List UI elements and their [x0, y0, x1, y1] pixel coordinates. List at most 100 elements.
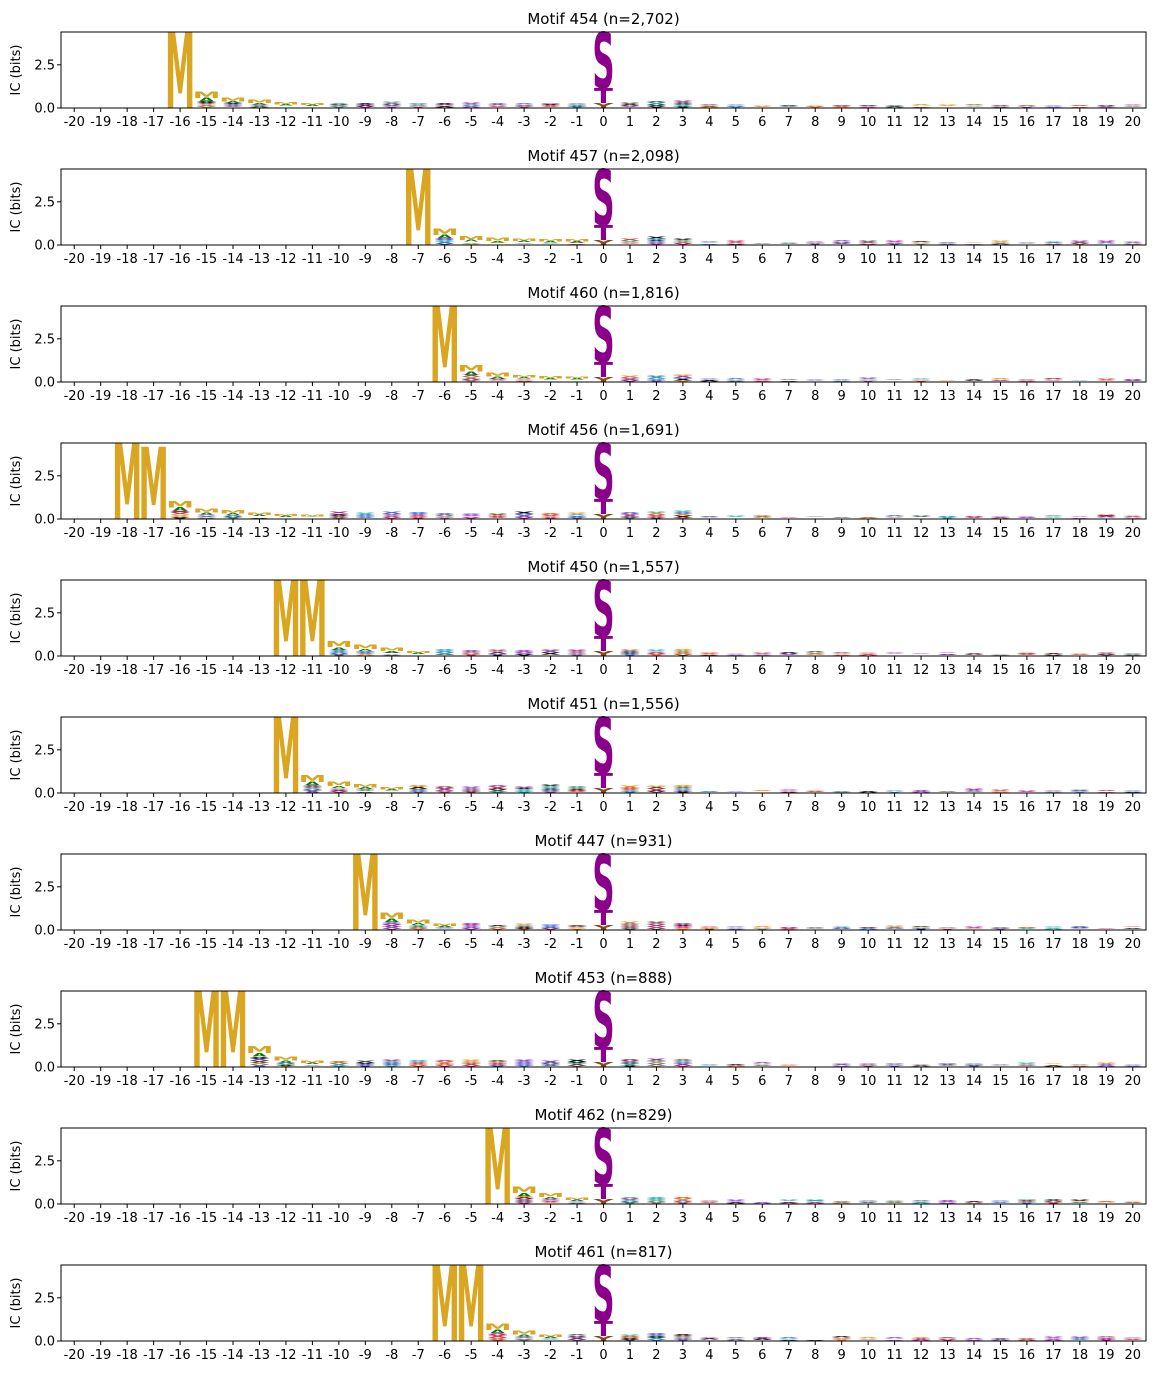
logo-letter: X: [566, 1339, 587, 1341]
svg-text:X: X: [381, 102, 402, 104]
logo-letter: X: [1043, 653, 1064, 654]
logo-letter-M: M: [193, 90, 221, 100]
logo-letter-Y: Y: [592, 786, 614, 794]
svg-text:X: X: [1016, 517, 1037, 518]
svg-text:X: X: [672, 1065, 693, 1067]
svg-text:X: X: [566, 1201, 587, 1202]
svg-text:X: X: [699, 1337, 720, 1338]
svg-text:X: X: [646, 517, 667, 520]
svg-text:X: X: [857, 1201, 878, 1202]
x-tick-label: -6: [438, 663, 451, 678]
logo-letter: X: [408, 512, 429, 515]
logo-letter: X: [381, 513, 402, 515]
logo-letter: X: [196, 514, 217, 516]
svg-text:X: X: [540, 652, 561, 655]
svg-text:X: X: [1043, 106, 1064, 107]
logo-letter: X: [1069, 653, 1090, 654]
svg-text:X: X: [725, 1063, 746, 1064]
svg-text:X: X: [1016, 928, 1037, 930]
svg-text:X: X: [752, 926, 773, 928]
x-tick-label: -9: [359, 663, 372, 678]
logo-letter: X: [1122, 1337, 1143, 1338]
svg-text:X: X: [487, 924, 508, 925]
logo-letter: X: [566, 786, 587, 789]
logo-letter: X: [937, 243, 958, 244]
logo-letter: X: [1069, 518, 1090, 519]
logo-letter: X: [884, 1201, 905, 1202]
logo-letter-T: T: [594, 222, 613, 245]
svg-text:X: X: [778, 517, 799, 518]
svg-text:X: X: [831, 517, 852, 518]
svg-text:X: X: [672, 790, 693, 792]
logo-letter: X: [513, 513, 534, 515]
x-tick-label: 14: [966, 115, 983, 130]
logo-letter: X: [328, 1065, 349, 1068]
x-tick-label: -14: [222, 1348, 243, 1363]
x-tick-label: -16: [169, 1211, 190, 1226]
svg-text:X: X: [646, 1061, 667, 1064]
svg-text:X: X: [1016, 1199, 1037, 1200]
svg-text:X: X: [169, 510, 190, 512]
x-tick-label: -5: [465, 115, 478, 130]
logo-letter: X: [1096, 792, 1117, 793]
x-tick-label: 18: [1072, 1074, 1089, 1089]
logo-letter: X: [805, 241, 826, 242]
x-tick-label: 10: [860, 252, 877, 267]
svg-text:X: X: [937, 1063, 958, 1065]
logo-letter: X: [672, 790, 693, 792]
svg-text:X: X: [937, 653, 958, 654]
x-tick-label: 19: [1098, 1074, 1115, 1089]
x-tick-label: -8: [385, 1211, 398, 1226]
logo-plot-area: XXXXXAMXXXXXAMXXXXAMAMXXXXXXXXXXXXXXXXXX…: [271, 561, 1144, 682]
logo-letter: X: [513, 379, 534, 380]
logo-letter: X: [831, 105, 852, 106]
logo-letter: X: [487, 103, 508, 105]
svg-text:X: X: [328, 517, 349, 520]
logo-letter: X: [461, 514, 482, 517]
logo-letter: X: [434, 1061, 455, 1064]
x-tick-label: -20: [64, 526, 85, 541]
svg-text:A: A: [332, 647, 347, 651]
logo-letter: X: [672, 103, 693, 106]
x-tick-label: 11: [886, 115, 903, 130]
svg-text:X: X: [831, 1064, 852, 1066]
logo-letter: X: [884, 379, 905, 380]
logo-letter: X: [566, 788, 587, 790]
panel-title: Motif 450 (n=1,557): [527, 558, 679, 576]
x-tick-label: 4: [705, 663, 713, 678]
svg-text:X: X: [513, 1062, 534, 1065]
logo-letter-M: M: [510, 238, 538, 242]
y-tick-label: 0.0: [34, 787, 55, 802]
logo-letter: X: [408, 514, 429, 516]
svg-text:Y: Y: [592, 649, 614, 657]
logo-letter: X: [963, 791, 984, 792]
logo-letter: X: [646, 106, 667, 108]
svg-text:X: X: [461, 650, 482, 652]
svg-text:S: S: [592, 1113, 614, 1202]
svg-text:X: X: [408, 1065, 429, 1067]
svg-text:X: X: [699, 380, 720, 381]
svg-text:X: X: [778, 104, 799, 105]
x-tick-label: -13: [249, 663, 270, 678]
svg-text:X: X: [884, 241, 905, 243]
logo-letter: X: [699, 927, 720, 928]
x-tick-label: 20: [1124, 389, 1141, 404]
svg-text:A: A: [199, 98, 214, 103]
svg-text:X: X: [646, 1333, 667, 1336]
logo-letter: X: [513, 786, 534, 788]
svg-text:X: X: [461, 103, 482, 105]
svg-text:X: X: [487, 1334, 508, 1336]
x-tick-label: -12: [275, 252, 296, 267]
logo-letter: X: [646, 240, 667, 242]
logo-letter: X: [302, 789, 323, 791]
logo-letter-M: M: [192, 972, 222, 1093]
logo-letter: X: [1122, 516, 1143, 517]
svg-text:X: X: [566, 1337, 587, 1340]
logo-letter: X: [699, 1065, 720, 1066]
logo-letter: X: [672, 926, 693, 928]
x-tick-label: -17: [143, 1074, 164, 1089]
svg-text:X: X: [566, 654, 587, 657]
svg-text:X: X: [434, 649, 455, 652]
logo-letter: X: [1096, 1337, 1117, 1338]
svg-text:X: X: [963, 1201, 984, 1202]
